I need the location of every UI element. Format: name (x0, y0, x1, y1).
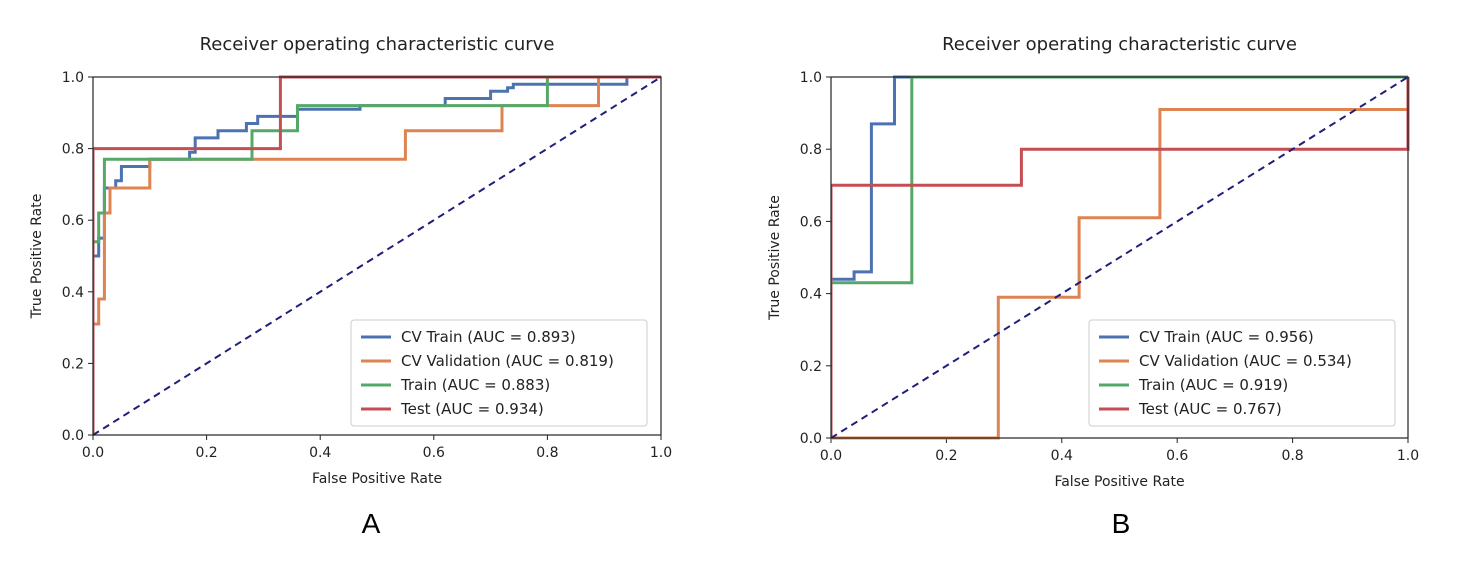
x-tick-label: 0.4 (1051, 448, 1073, 464)
legend-entry: Train (AUC = 0.883) (400, 376, 550, 394)
roc-chart-b: Receiver operating characteristic curve 0… (767, 34, 1419, 490)
roc-chart-a: Receiver operating characteristic curve 0… (29, 34, 672, 487)
roc-line-3 (93, 75, 661, 435)
legend-box (1088, 319, 1396, 427)
axes-frame (830, 76, 1409, 439)
legend: CV Train (AUC = 0.893) CV Validation (AUC… (350, 319, 648, 427)
y-axis-label: True Positive Rate (29, 194, 45, 320)
x-tick-label: 0.8 (1281, 448, 1303, 464)
x-tick-label: 1.0 (650, 445, 672, 461)
y-tick-label: 1.0 (62, 70, 84, 86)
x-tick-label: 1.0 (1397, 448, 1419, 464)
y-tick-label: 0.6 (800, 214, 822, 230)
x-axis-label: False Positive Rate (1054, 474, 1184, 490)
x-tick-label: 0.2 (935, 448, 957, 464)
x-tick-label: 0.4 (309, 445, 331, 461)
y-tick-label: 0.2 (800, 359, 822, 375)
x-tick-label: 0.8 (536, 445, 558, 461)
roc-line-1 (831, 75, 1408, 438)
y-tick-label: 0.0 (800, 431, 822, 447)
chance-diagonal (93, 76, 662, 436)
x-axis-label: False Positive Rate (312, 471, 442, 487)
y-tick-label: 0.4 (62, 285, 84, 301)
x-tick-label: 0.0 (820, 448, 842, 464)
legend-entry: Test (AUC = 0.934) (400, 400, 544, 418)
legend-entry: Train (AUC = 0.919) (1138, 376, 1288, 394)
x-tick-label: 0.6 (1166, 448, 1188, 464)
legend-box (350, 319, 648, 427)
y-tick-label: 0.6 (62, 213, 84, 229)
y-axis-label: True Positive Rate (767, 195, 783, 321)
x-tick-label: 0.0 (82, 445, 104, 461)
legend: CV Train (AUC = 0.956) CV Validation (AUC… (1088, 319, 1396, 427)
y-tick-label: 0.2 (62, 356, 84, 372)
chart-title: Receiver operating characteristic curve (200, 34, 555, 55)
x-tick-label: 0.6 (423, 445, 445, 461)
roc-line-2 (831, 77, 1410, 440)
y-tick-label: 1.0 (800, 70, 822, 86)
legend-entry: CV Validation (AUC = 0.819) (401, 352, 614, 370)
panel-label-a: A (362, 508, 381, 539)
y-tick-label: 0.8 (800, 142, 822, 158)
panel-label-b: B (1112, 508, 1131, 539)
y-tick-label: 0.8 (62, 142, 84, 158)
legend-entry: Test (AUC = 0.767) (1138, 400, 1282, 418)
chart-title: Receiver operating characteristic curve (942, 34, 1297, 55)
chance-diagonal (831, 76, 1409, 439)
legend-entry: CV Validation (AUC = 0.534) (1139, 352, 1352, 370)
y-tick-label: 0.4 (800, 287, 822, 303)
x-tick-label: 0.2 (195, 445, 217, 461)
legend-entry: CV Train (AUC = 0.956) (1139, 328, 1314, 346)
axes-frame (92, 76, 662, 436)
y-tick-label: 0.0 (62, 428, 84, 444)
legend-entry: CV Train (AUC = 0.893) (401, 328, 576, 346)
